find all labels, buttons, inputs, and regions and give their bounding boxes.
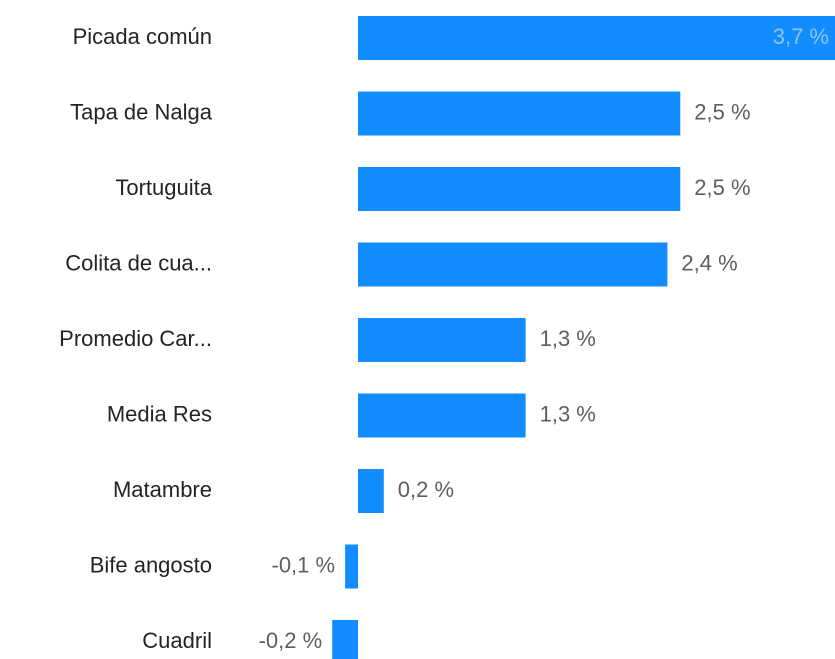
category-label: Tapa de Nalga bbox=[70, 99, 213, 124]
value-label: 3,7 % bbox=[773, 24, 829, 49]
category-label: Colita de cua... bbox=[65, 250, 212, 275]
value-label: 2,5 % bbox=[694, 175, 750, 200]
category-label: Picada común bbox=[73, 24, 212, 49]
bar bbox=[332, 620, 358, 659]
value-label: -0,1 % bbox=[272, 552, 336, 577]
bar bbox=[358, 242, 668, 287]
value-label: 1,3 % bbox=[540, 401, 596, 426]
category-label: Media Res bbox=[107, 401, 212, 426]
bar bbox=[358, 167, 681, 211]
value-label: -0,2 % bbox=[259, 628, 323, 653]
value-label: 2,5 % bbox=[694, 99, 750, 124]
bar bbox=[358, 91, 681, 136]
category-label: Promedio Car... bbox=[59, 326, 212, 351]
value-label: 2,4 % bbox=[681, 250, 737, 275]
value-label: 1,3 % bbox=[540, 326, 596, 351]
value-label: 0,2 % bbox=[398, 477, 454, 502]
category-label: Tortuguita bbox=[115, 175, 212, 200]
bar bbox=[358, 318, 526, 362]
bar bbox=[345, 544, 358, 589]
bar bbox=[358, 469, 384, 513]
bar bbox=[358, 16, 835, 60]
category-label: Matambre bbox=[113, 477, 212, 502]
bar bbox=[358, 393, 526, 438]
category-label: Cuadril bbox=[142, 628, 212, 653]
category-label: Bife angosto bbox=[90, 552, 212, 577]
